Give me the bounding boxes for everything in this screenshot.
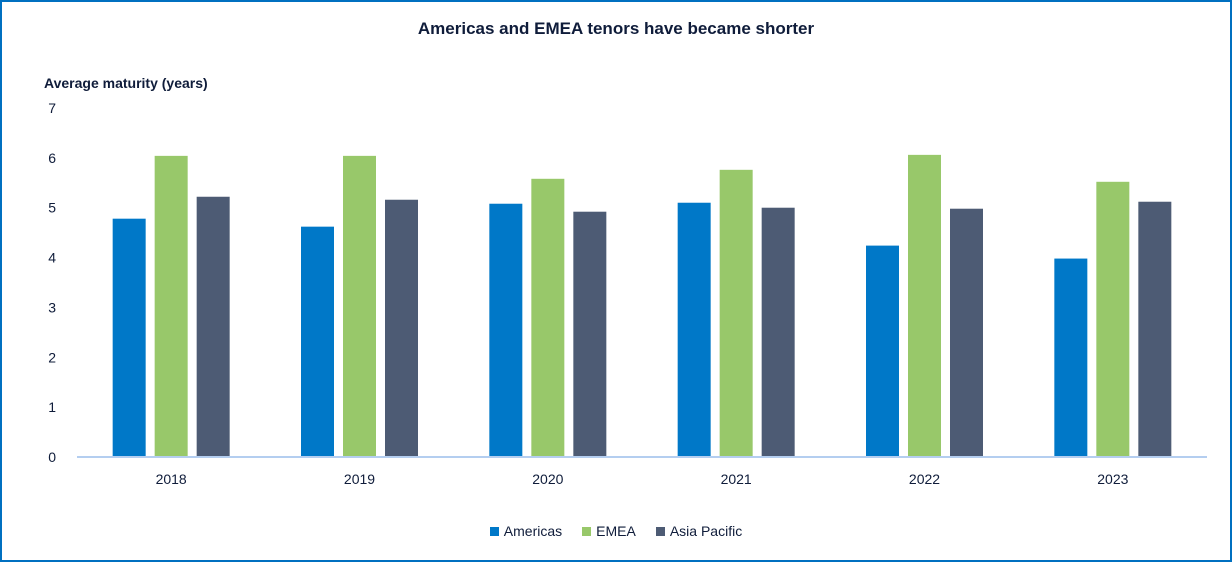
bar-asia-pacific-2023 bbox=[1138, 201, 1172, 457]
bar-emea-2021 bbox=[719, 169, 753, 457]
x-tick-label: 2019 bbox=[344, 471, 375, 487]
legend-label: EMEA bbox=[596, 523, 636, 539]
bar-asia-pacific-2018 bbox=[196, 196, 230, 457]
bar-asia-pacific-2021 bbox=[761, 207, 795, 457]
legend-swatch bbox=[655, 526, 665, 536]
x-tick-label: 2018 bbox=[156, 471, 187, 487]
bar-americas-2020 bbox=[489, 203, 523, 457]
bar-americas-2018 bbox=[112, 218, 146, 457]
y-tick-label: 0 bbox=[48, 449, 56, 465]
legend-label: Americas bbox=[503, 523, 563, 539]
bar-americas-2021 bbox=[677, 202, 711, 457]
legend: Americas EMEA Asia Pacific bbox=[0, 523, 1232, 539]
y-axis-label: Average maturity (years) bbox=[44, 75, 208, 91]
bar-emea-2023 bbox=[1096, 181, 1130, 457]
y-tick-label: 4 bbox=[48, 250, 56, 266]
bar-asia-pacific-2020 bbox=[573, 211, 607, 457]
bar-emea-2018 bbox=[154, 155, 188, 457]
x-tick-label: 2020 bbox=[532, 471, 563, 487]
legend-item: Asia Pacific bbox=[655, 523, 743, 539]
y-tick-label: 6 bbox=[48, 150, 56, 166]
y-tick-label: 5 bbox=[48, 200, 56, 216]
y-tick-label: 7 bbox=[48, 100, 56, 116]
bar-americas-2019 bbox=[301, 226, 334, 457]
bar-emea-2020 bbox=[531, 178, 565, 457]
x-tick-label: 2023 bbox=[1097, 471, 1128, 487]
bar-asia-pacific-2019 bbox=[385, 199, 418, 458]
bar-emea-2022 bbox=[908, 154, 941, 457]
y-tick-label: 3 bbox=[48, 299, 56, 315]
legend-item: EMEA bbox=[582, 523, 636, 539]
legend-swatch bbox=[489, 526, 499, 536]
legend-swatch bbox=[582, 526, 592, 536]
chart-title: Americas and EMEA tenors have became sho… bbox=[417, 19, 815, 38]
legend-item: Americas bbox=[489, 523, 563, 539]
y-tick-label: 1 bbox=[48, 399, 56, 415]
legend-label: Asia Pacific bbox=[669, 523, 743, 539]
bar-asia-pacific-2022 bbox=[950, 208, 983, 457]
x-tick-label: 2021 bbox=[721, 471, 752, 487]
x-tick-label: 2022 bbox=[909, 471, 940, 487]
bar-emea-2019 bbox=[343, 155, 376, 457]
bar-americas-2022 bbox=[866, 245, 899, 457]
y-tick-label: 2 bbox=[48, 349, 56, 365]
bar-americas-2023 bbox=[1054, 258, 1088, 457]
